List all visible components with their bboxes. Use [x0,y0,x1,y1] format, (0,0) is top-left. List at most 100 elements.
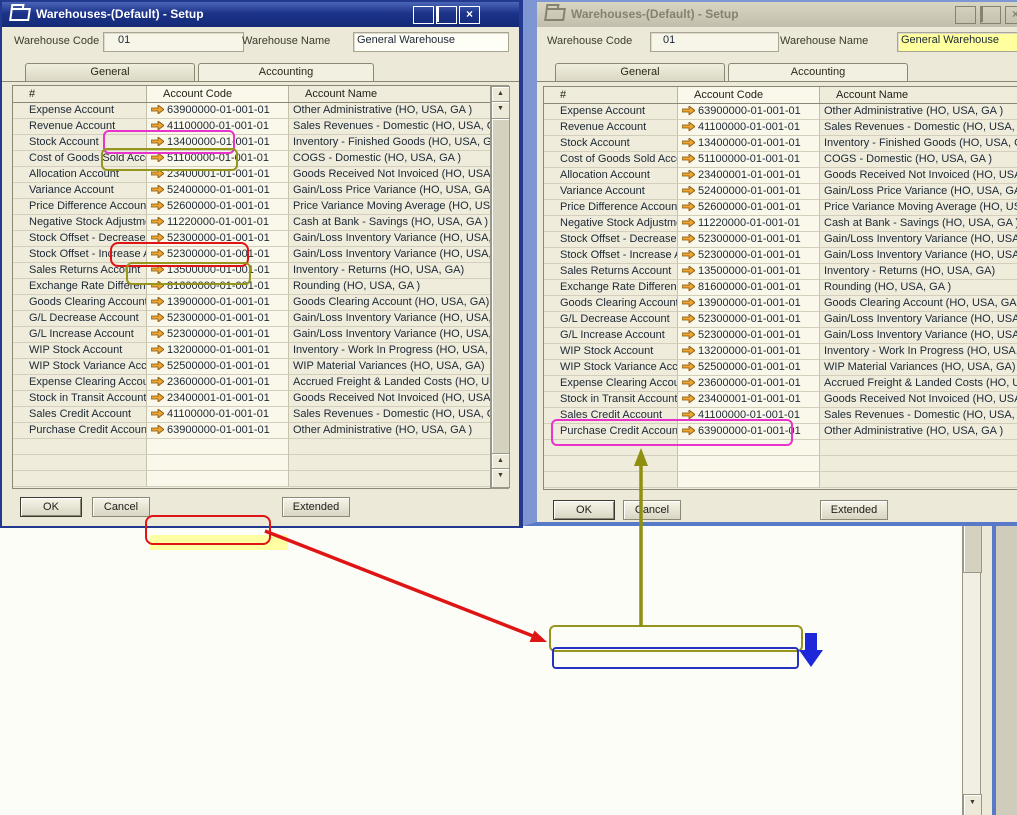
link-arrow-icon[interactable] [150,360,165,371]
account-name-cell[interactable]: Gain/Loss Inventory Variance (HO, USA, G… [289,311,491,327]
account-label[interactable]: Expense Clearing Account [544,376,678,392]
account-name-cell[interactable]: Cash at Bank - Savings (HO, USA, GA ) [289,215,491,231]
table-row[interactable]: Stock Account 13400000-01-001-01 Invento… [544,136,1017,152]
link-arrow-icon[interactable] [681,361,696,372]
link-arrow-icon[interactable] [681,377,696,388]
account-label[interactable]: Goods Clearing Account [13,295,147,311]
account-name-cell[interactable]: Goods Received Not Invoiced (HO, USA, GA… [289,167,491,183]
account-label[interactable]: Stock Offset - Decrease Acct [544,232,678,248]
account-code-cell[interactable]: 52500000-01-001-01 [147,359,289,375]
link-arrow-icon[interactable] [150,312,165,323]
table-row[interactable]: Exchange Rate Differences 81600000-01-00… [13,279,491,295]
account-label[interactable]: WIP Stock Account [544,344,678,360]
account-label[interactable]: Stock in Transit Account [13,391,147,407]
account-label[interactable]: Negative Stock Adjustment [544,216,678,232]
table-row[interactable]: G/L Increase Account 52300000-01-001-01 … [544,328,1017,344]
account-name-cell[interactable]: Gain/Loss Price Variance (HO, USA, GA ) [289,183,491,199]
account-code-cell[interactable]: 13900000-01-001-01 [678,296,820,312]
account-code-cell[interactable]: 41100000-01-001-01 [678,120,820,136]
account-name-cell[interactable]: Gain/Loss Inventory Variance (HO, USA, G… [289,231,491,247]
account-label[interactable]: Sales Returns Account [544,264,678,280]
account-code-cell[interactable]: 52300000-01-001-01 [678,232,820,248]
account-name-cell[interactable]: Sales Revenues - Domestic (HO, USA, GA ) [289,119,491,135]
account-code-cell[interactable]: 23400001-01-001-01 [147,167,289,183]
account-label[interactable]: Sales Credit Account [13,407,147,423]
link-arrow-icon[interactable] [150,344,165,355]
table-row[interactable]: Negative Stock Adjustment 11220000-01-00… [544,216,1017,232]
account-label[interactable]: Purchase Credit Account [544,424,678,440]
account-label[interactable]: Expense Account [13,103,147,119]
account-code-cell[interactable]: 52300000-01-001-01 [147,311,289,327]
close-icon[interactable]: × [459,6,480,24]
account-name-cell[interactable]: COGS - Domestic (HO, USA, GA ) [289,151,491,167]
link-arrow-icon[interactable] [681,233,696,244]
account-code-cell[interactable]: 41100000-01-001-01 [147,407,289,423]
table-row[interactable]: WIP Stock Account 13200000-01-001-01 Inv… [544,344,1017,360]
warehouse-name-field[interactable]: General Warehouse [897,32,1017,52]
account-code-cell[interactable]: 13400000-01-001-01 [147,135,289,151]
account-label[interactable]: Variance Account [544,184,678,200]
extended-button[interactable]: Extended [282,497,350,517]
tab-accounting[interactable]: Accounting [198,63,374,82]
account-label[interactable]: Stock Offset - Decrease Acct [13,231,147,247]
account-label[interactable]: Stock Offset - Increase Acct [13,247,147,263]
account-name-cell[interactable]: Gain/Loss Inventory Variance (HO, USA, G… [820,312,1017,328]
warehouse-code-field[interactable]: 01 [103,32,244,52]
account-name-cell[interactable]: Inventory - Work In Progress (HO, USA, G… [820,344,1017,360]
account-code-cell[interactable]: 81600000-01-001-01 [147,279,289,295]
account-name-cell[interactable]: Gain/Loss Inventory Variance (HO, USA, G… [820,232,1017,248]
table-row[interactable]: Cost of Goods Sold Account 51100000-01-0… [544,152,1017,168]
account-code-cell[interactable]: 23400001-01-001-01 [147,391,289,407]
account-name-cell[interactable]: Gain/Loss Inventory Variance (HO, USA, G… [820,328,1017,344]
link-arrow-icon[interactable] [150,408,165,419]
table-row[interactable]: Negative Stock Adjustment 11220000-01-00… [13,215,491,231]
col-account-code[interactable]: Account Code [678,87,820,103]
account-code-cell[interactable]: 52400000-01-001-01 [147,183,289,199]
account-name-cell[interactable]: Inventory - Finished Goods (HO, USA, GA … [820,136,1017,152]
account-name-cell[interactable]: Goods Clearing Account (HO, USA, GA) [820,296,1017,312]
account-name-cell[interactable]: Other Administrative (HO, USA, GA ) [289,423,491,439]
link-arrow-icon[interactable] [150,264,165,275]
table-row[interactable]: Stock Account 13400000-01-001-01 Invento… [13,135,491,151]
link-arrow-icon[interactable] [150,184,165,195]
table-row[interactable]: Price Difference Account 52600000-01-001… [13,199,491,215]
table-row[interactable]: Stock Offset - Decrease Acct 52300000-01… [544,232,1017,248]
account-name-cell[interactable]: Cash at Bank - Savings (HO, USA, GA ) [820,216,1017,232]
account-code-cell[interactable]: 13900000-01-001-01 [147,295,289,311]
account-label[interactable]: Stock Offset - Increase Acct [544,248,678,264]
close-icon[interactable]: × [1005,6,1017,24]
account-label[interactable]: Stock in Transit Account [544,392,678,408]
account-code-cell[interactable]: 52300000-01-001-01 [678,248,820,264]
account-name-cell[interactable]: Sales Revenues - Domestic (HO, USA, GA ) [820,408,1017,424]
account-label[interactable]: WIP Stock Account [13,343,147,359]
link-arrow-icon[interactable] [150,328,165,339]
col-account-name[interactable]: Account Name [820,87,1017,103]
account-code-cell[interactable]: 81600000-01-001-01 [678,280,820,296]
table-row[interactable]: Expense Clearing Account 23600000-01-001… [13,375,491,391]
table-row[interactable]: G/L Decrease Account 52300000-01-001-01 … [13,311,491,327]
account-label[interactable]: Revenue Account [544,120,678,136]
account-label[interactable]: Sales Returns Account [13,263,147,279]
table-row[interactable]: Stock in Transit Account 23400001-01-001… [544,392,1017,408]
table-row[interactable]: Revenue Account 41100000-01-001-01 Sales… [544,120,1017,136]
account-code-cell[interactable]: 52300000-01-001-01 [147,327,289,343]
account-code-cell[interactable]: 52600000-01-001-01 [678,200,820,216]
account-label[interactable]: G/L Increase Account [544,328,678,344]
account-name-cell[interactable]: Sales Revenues - Domestic (HO, USA, GA ) [289,407,491,423]
link-arrow-icon[interactable] [681,425,696,436]
account-code-cell[interactable]: 52300000-01-001-01 [678,312,820,328]
account-label[interactable]: Revenue Account [13,119,147,135]
account-label[interactable]: Cost of Goods Sold Account [544,152,678,168]
account-code-cell[interactable]: 52300000-01-001-01 [147,231,289,247]
account-label[interactable]: Allocation Account [13,167,147,183]
account-code-cell[interactable]: 11220000-01-001-01 [147,215,289,231]
table-row[interactable]: Cost of Goods Sold Account 51100000-01-0… [13,151,491,167]
account-label[interactable]: Exchange Rate Differences [13,279,147,295]
account-code-cell[interactable]: 63900000-01-001-01 [147,423,289,439]
minimize-icon[interactable] [955,6,976,24]
warehouse-name-field[interactable]: General Warehouse [353,32,509,52]
table-row[interactable]: Stock Offset - Increase Acct 52300000-01… [13,247,491,263]
table-row[interactable]: Sales Credit Account 41100000-01-001-01 … [13,407,491,423]
account-name-cell[interactable]: Goods Received Not Invoiced (HO, USA, GA… [820,168,1017,184]
account-name-cell[interactable]: Gain/Loss Inventory Variance (HO, USA, G… [289,327,491,343]
